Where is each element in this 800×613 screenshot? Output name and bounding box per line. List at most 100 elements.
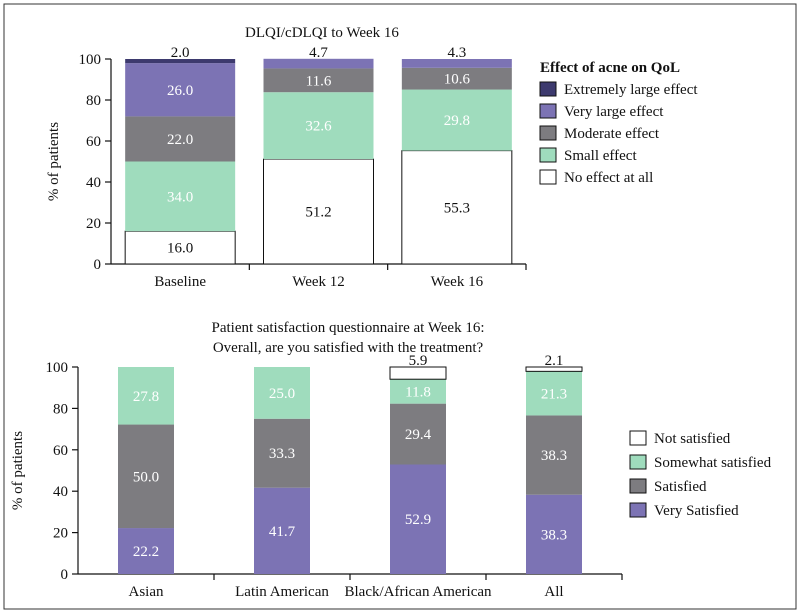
bar-segment xyxy=(118,528,174,574)
data-label: 51.2 xyxy=(305,205,331,221)
legend-swatch xyxy=(539,147,557,163)
x-tick-label: Week 12 xyxy=(292,274,345,290)
legend-swatch xyxy=(629,454,647,470)
y-axis-label: % of patients xyxy=(46,122,62,201)
data-label: 22.2 xyxy=(133,544,159,560)
legend-label: Satisfied xyxy=(654,479,707,495)
chart-title: DLQI/cDLQI to Week 16 xyxy=(245,25,399,41)
bar-segment xyxy=(401,59,512,68)
bar-segment xyxy=(390,464,446,574)
legend-label: Extremely large effect xyxy=(564,82,698,98)
legend-label: Very Satisfied xyxy=(654,503,739,519)
legend-swatch xyxy=(629,502,647,518)
bar-segment xyxy=(118,424,174,529)
bar-segment xyxy=(390,403,446,465)
y-tick-label: 20 xyxy=(53,526,68,542)
legend-label: Not satisfied xyxy=(654,431,731,447)
legend-title: Effect of acne on QoL xyxy=(540,60,680,76)
data-label: 38.3 xyxy=(541,527,567,543)
y-tick-label: 100 xyxy=(46,360,69,376)
bar-segment xyxy=(525,366,583,372)
data-label: 21.3 xyxy=(541,386,567,402)
bar-segment xyxy=(125,59,236,64)
legend-swatch xyxy=(629,478,647,494)
legend-swatch xyxy=(539,81,557,97)
y-tick-label: 20 xyxy=(86,216,101,232)
y-tick-label: 80 xyxy=(86,93,101,109)
data-label: 33.3 xyxy=(269,446,295,462)
bar-segment xyxy=(254,487,310,574)
data-label: 41.7 xyxy=(269,524,296,540)
y-tick-label: 40 xyxy=(53,484,68,500)
bar-segment xyxy=(401,150,513,265)
bar-segment xyxy=(390,379,446,404)
data-label: 22.0 xyxy=(167,132,193,148)
x-tick-label: All xyxy=(544,584,563,600)
legend-swatch xyxy=(539,125,557,141)
bar-segment xyxy=(401,67,512,90)
bar-segment xyxy=(124,230,236,265)
data-label: 11.8 xyxy=(405,384,431,400)
data-label: 11.6 xyxy=(306,73,332,89)
data-label: 34.0 xyxy=(167,189,193,205)
legend-label: Moderate effect xyxy=(564,126,660,142)
x-tick-label: Week 16 xyxy=(431,274,484,290)
legend-label: Somewhat satisfied xyxy=(654,455,772,471)
data-label: 27.8 xyxy=(133,389,159,405)
x-tick-label: Asian xyxy=(129,584,164,600)
bar-segment xyxy=(526,494,582,574)
y-axis-label: % of patients xyxy=(10,431,26,510)
bar-segment xyxy=(389,366,447,380)
legend-label: Very large effect xyxy=(564,104,664,120)
legend-label: No effect at all xyxy=(564,170,653,186)
bar-segment xyxy=(125,116,236,162)
data-label: 38.3 xyxy=(541,448,567,464)
x-tick-label: Baseline xyxy=(154,274,206,290)
x-tick-label: Latin American xyxy=(235,584,329,600)
y-tick-label: 0 xyxy=(61,567,69,583)
data-label: 32.6 xyxy=(305,119,332,135)
bar-segment xyxy=(263,158,374,265)
chart-title-line: Patient satisfaction questionnaire at We… xyxy=(211,320,484,336)
data-label: 26.0 xyxy=(167,83,193,99)
satisfaction-chart: Patient satisfaction questionnaire at We… xyxy=(10,320,772,600)
legend-swatch xyxy=(539,169,557,185)
bar-segment xyxy=(526,371,582,416)
legend-swatch xyxy=(539,103,557,119)
bar-segment xyxy=(254,367,310,419)
data-label: 2.1 xyxy=(545,353,564,369)
data-label: 25.0 xyxy=(269,386,295,402)
y-tick-label: 0 xyxy=(94,257,102,273)
dlqi-chart: DLQI/cDLQI to Week 16 0 20 40 60 80 100 % of pa… xyxy=(46,25,698,290)
bar-segment xyxy=(263,58,374,69)
bar-segment xyxy=(263,68,374,93)
bar-segment xyxy=(401,89,512,151)
data-label: 52.9 xyxy=(405,512,431,528)
x-tick-label: Black/African American xyxy=(344,584,492,600)
data-label: 10.6 xyxy=(444,72,471,88)
data-label: 29.8 xyxy=(444,113,470,129)
bar-segment xyxy=(526,415,582,495)
legend-swatch xyxy=(629,430,647,446)
chart-title-line: Overall, are you satisfied with the trea… xyxy=(213,340,484,356)
data-label: 4.3 xyxy=(447,45,466,61)
data-label: 5.9 xyxy=(409,353,428,369)
y-tick-label: 60 xyxy=(53,443,68,459)
data-label: 16.0 xyxy=(167,241,193,257)
bar-segment xyxy=(118,367,174,425)
data-label: 4.7 xyxy=(309,45,328,61)
data-label: 2.0 xyxy=(171,45,190,61)
data-label: 55.3 xyxy=(444,200,470,216)
bar-segment xyxy=(254,418,310,488)
data-label: 50.0 xyxy=(133,469,159,485)
data-label: 29.4 xyxy=(405,427,432,443)
bar-segment xyxy=(263,92,374,160)
figure-border xyxy=(3,3,797,610)
y-tick-label: 80 xyxy=(53,401,68,417)
bar-segment xyxy=(125,161,236,232)
y-tick-label: 60 xyxy=(86,134,101,150)
y-tick-label: 40 xyxy=(86,175,101,191)
y-tick-label: 100 xyxy=(79,52,102,68)
bar-segment xyxy=(125,63,236,117)
